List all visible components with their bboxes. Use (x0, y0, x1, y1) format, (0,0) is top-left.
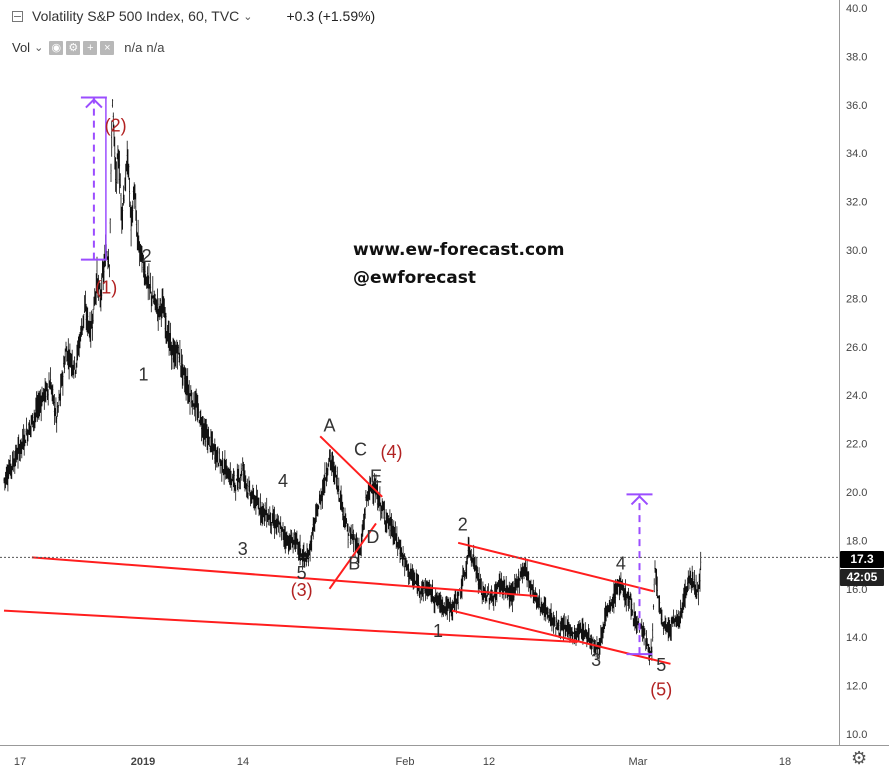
settings-icon[interactable]: ⚙ (66, 40, 81, 55)
volume-legend: Vol ⌄ ◉ ⚙ + × n/a n/a (12, 40, 164, 55)
y-tick-label: 38.0 (846, 51, 867, 63)
y-tick-label: 16.0 (846, 584, 867, 596)
last-price-tag: 17.3 (840, 551, 884, 568)
chevron-down-icon[interactable]: ⌄ (34, 42, 44, 54)
eye-icon[interactable]: ◉ (49, 40, 64, 55)
y-tick-label: 10.0 (846, 729, 867, 741)
wave-label: 1 (433, 621, 443, 641)
wave-label: 4 (278, 471, 288, 491)
y-tick-label: 30.0 (846, 245, 867, 257)
wave-label: D (366, 527, 379, 547)
close-icon[interactable]: × (100, 40, 115, 55)
arrow-up-icon (85, 98, 103, 109)
x-tick-label: 17 (14, 756, 26, 768)
x-tick-label: 2019 (131, 756, 155, 768)
y-tick-label: 40.0 (846, 3, 867, 15)
wave-label: E (370, 466, 382, 486)
wave-label: 2 (142, 246, 152, 266)
wave-label: A (323, 416, 335, 436)
y-tick-label: 14.0 (846, 632, 867, 644)
volume-label[interactable]: Vol (12, 40, 31, 55)
y-tick-label: 20.0 (846, 487, 867, 499)
symbol-legend: Volatility S&P 500 Index, 60, TVC ⌄ +0.3… (12, 8, 375, 24)
wave-label: 5 (297, 563, 307, 583)
x-tick-label: 18 (779, 756, 791, 768)
wave-label: 3 (238, 539, 248, 559)
volume-ma-value: n/a (146, 40, 165, 55)
y-tick-label: 12.0 (846, 681, 867, 693)
drawing-lines-layer[interactable] (3, 435, 671, 665)
trend-line[interactable] (31, 556, 538, 598)
y-tick-label: 24.0 (846, 390, 867, 402)
x-tick-label: Feb (396, 756, 415, 768)
y-tick-label: 26.0 (846, 342, 867, 354)
wave-labels-layer: (2) (1) 2 1 AC (4) E 4 3 5 DB (3) 2 1 4 3 5 (5) (95, 115, 672, 699)
watermark-handle: @ewforecast (353, 268, 477, 288)
wave-label: C (354, 440, 367, 460)
trend-line[interactable] (3, 609, 578, 644)
trend-line[interactable] (328, 522, 377, 590)
watermark-url: www.ew-forecast.com (353, 240, 565, 260)
chevron-down-icon[interactable]: ⌄ (243, 10, 253, 23)
y-tick-label: 32.0 (846, 197, 867, 209)
time-axis[interactable]: 17 2019 14 Feb 12 Mar 18 (14, 756, 791, 768)
bar-countdown-tag: 42:05 (840, 569, 884, 586)
price-change: +0.3 (+1.59%) (286, 8, 376, 24)
wave-label: 3 (591, 650, 601, 670)
wave-label: (4) (381, 442, 403, 462)
wave-label: (1) (95, 278, 117, 298)
price-series-layer (3, 99, 702, 666)
y-tick-label: 18.0 (846, 535, 867, 547)
x-tick-label: 12 (483, 756, 495, 768)
x-tick-label: 14 (237, 756, 249, 768)
wave-label: (3) (291, 580, 313, 600)
wave-label: (2) (105, 115, 127, 135)
wave-label: 2 (458, 515, 468, 535)
wave-label: 5 (656, 655, 666, 675)
y-tick-label: 22.0 (846, 439, 867, 451)
y-tick-label: 28.0 (846, 293, 867, 305)
x-tick-label: Mar (629, 756, 648, 768)
projection-layer[interactable] (80, 96, 653, 656)
collapse-icon[interactable] (12, 10, 23, 22)
add-icon[interactable]: + (83, 40, 98, 55)
wave-label: (5) (650, 679, 672, 699)
wave-label: B (348, 553, 360, 573)
volume-value: n/a (124, 40, 143, 55)
symbol-title[interactable]: Volatility S&P 500 Index, 60, TVC (32, 8, 240, 24)
arrow-up-icon (630, 495, 649, 506)
y-tick-label: 36.0 (846, 100, 867, 112)
trend-line[interactable] (457, 541, 654, 593)
gear-icon[interactable]: ⚙ (851, 748, 868, 768)
trend-line[interactable] (319, 435, 383, 498)
wave-label: 1 (138, 365, 148, 385)
price-bars (3, 99, 702, 666)
price-axis[interactable]: 40.0 38.0 36.0 34.0 32.0 30.0 28.0 26.0 24.0 22.0… (846, 3, 867, 741)
y-tick-label: 34.0 (846, 148, 867, 160)
wave-label: 4 (616, 553, 626, 573)
